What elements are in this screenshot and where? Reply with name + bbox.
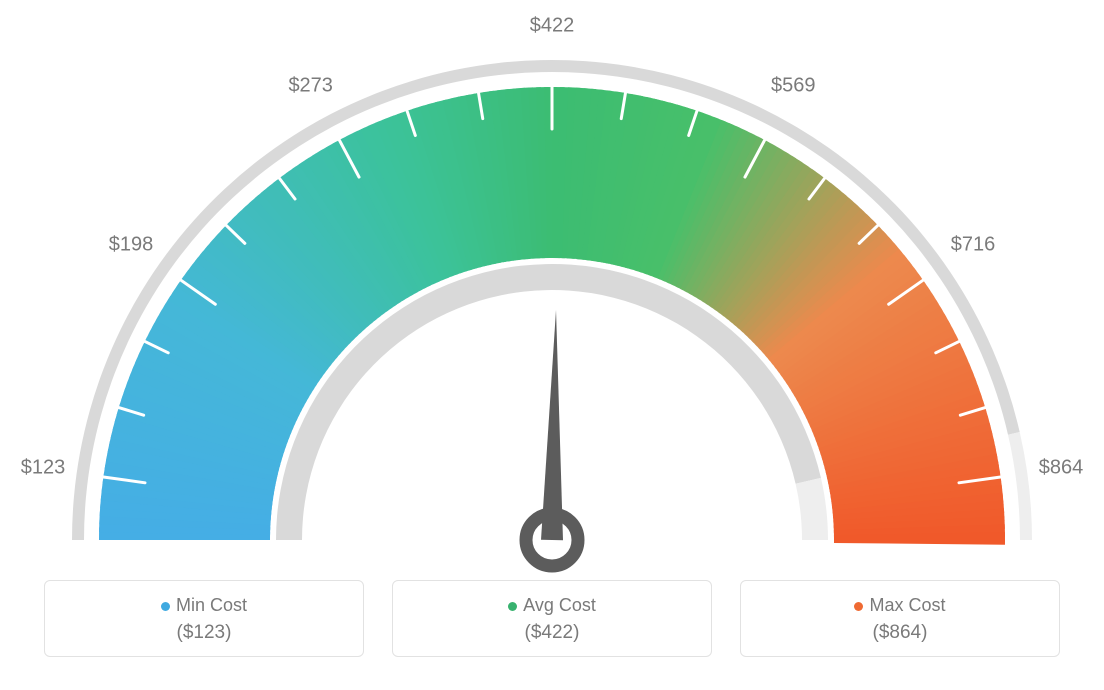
gauge-tick-label: $273 bbox=[288, 75, 333, 98]
legend-max-value: ($864) bbox=[741, 622, 1059, 644]
gauge-tick-label: $864 bbox=[1039, 457, 1084, 480]
gauge-svg bbox=[0, 20, 1104, 580]
legend-max-card: Max Cost ($864) bbox=[740, 580, 1060, 657]
gauge-tick-label: $569 bbox=[771, 75, 816, 98]
cost-gauge: $123$198$273$422$569$716$864 bbox=[0, 20, 1104, 580]
legend-row: Min Cost ($123) Avg Cost ($422) Max Cost… bbox=[0, 580, 1104, 657]
legend-min-title: Min Cost bbox=[45, 595, 363, 616]
gauge-tick-label: $198 bbox=[109, 234, 154, 257]
legend-max-title: Max Cost bbox=[741, 595, 1059, 616]
legend-avg-label: Avg Cost bbox=[523, 595, 596, 615]
gauge-tick-label: $123 bbox=[21, 457, 66, 480]
dot-icon bbox=[161, 602, 170, 611]
legend-avg-value: ($422) bbox=[393, 622, 711, 644]
gauge-tick-label: $716 bbox=[951, 234, 996, 257]
legend-avg-title: Avg Cost bbox=[393, 595, 711, 616]
legend-max-label: Max Cost bbox=[869, 595, 945, 615]
legend-min-card: Min Cost ($123) bbox=[44, 580, 364, 657]
dot-icon bbox=[508, 602, 517, 611]
legend-min-label: Min Cost bbox=[176, 595, 247, 615]
legend-min-value: ($123) bbox=[45, 622, 363, 644]
gauge-tick-label: $422 bbox=[530, 15, 575, 38]
legend-avg-card: Avg Cost ($422) bbox=[392, 580, 712, 657]
dot-icon bbox=[854, 602, 863, 611]
